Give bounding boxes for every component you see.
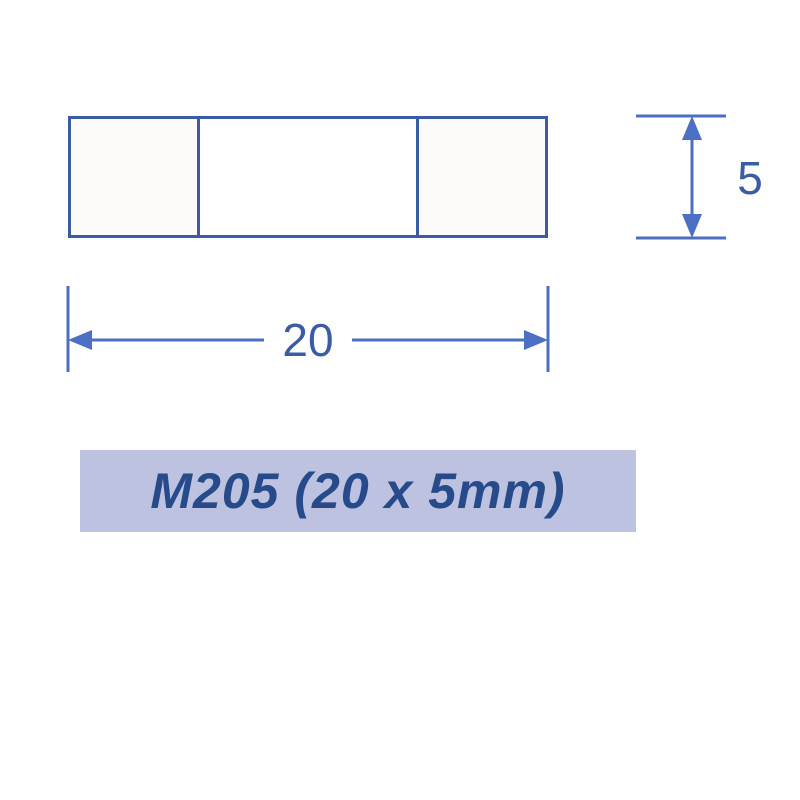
dimension-overlay: 20 5 [0, 0, 800, 800]
width-dimension: 20 [68, 286, 548, 372]
height-dimension-label: 5 [737, 152, 763, 204]
title-band: M205 (20 x 5mm) [80, 450, 636, 532]
title-text: M205 (20 x 5mm) [150, 462, 565, 520]
height-dimension: 5 [636, 116, 763, 238]
width-dimension-label: 20 [282, 314, 333, 366]
